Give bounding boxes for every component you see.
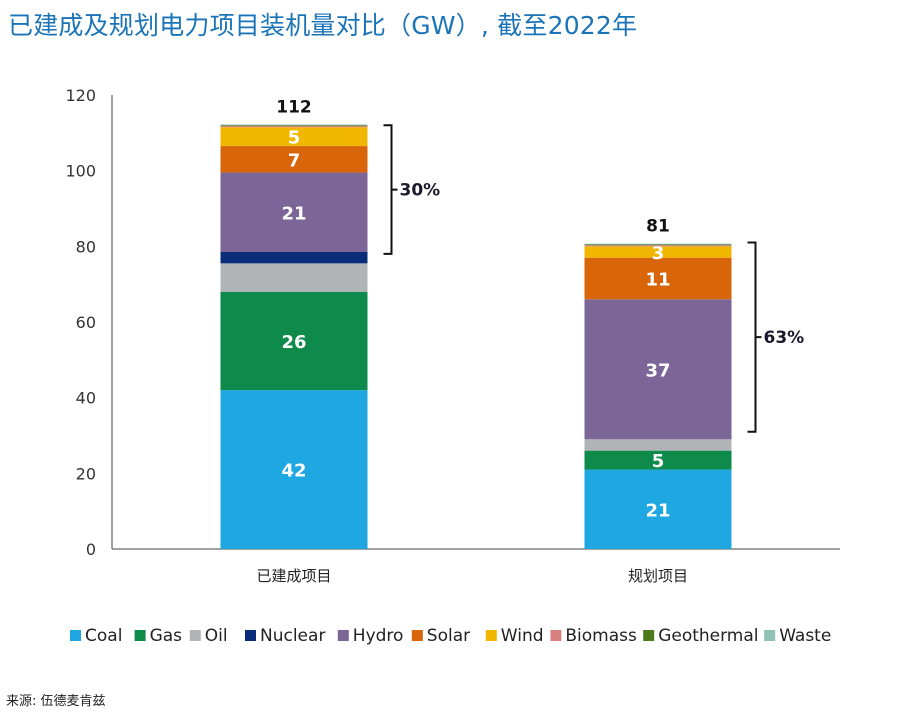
x-category-label: 已建成项目 [256,567,331,585]
legend-swatch-gas [134,630,146,641]
total-label: 81 [646,217,670,237]
bar-segment-coal [220,390,368,549]
legend-label-wind: Wind [501,626,544,646]
bar-segment-geothermal [584,244,732,246]
bar-segment-biomass [220,126,368,128]
y-tick-label: 60 [76,313,96,332]
data-label-solar: 7 [288,150,301,171]
bar-segment-waste [584,243,732,245]
legend-label-gas: Gas [150,626,183,646]
bar-segment-oil [584,439,732,451]
share-label: 30% [400,181,441,201]
bar-segment-waste [220,124,368,126]
bar-segment-solar [584,257,732,300]
bar-segment-wind [584,246,732,258]
legend-swatch-waste [764,630,776,641]
y-tick-label: 100 [65,162,96,181]
legend-label-geothermal: Geothermal [658,626,758,646]
y-tick-label: 80 [76,237,96,256]
y-tick-label: 120 [65,86,96,105]
bar-segment-oil [220,263,368,292]
chart-title: 已建成及规划电力项目装机量对比（GW）, 截至2022年 [8,11,638,40]
bar-segment-gas [220,291,368,391]
y-tick-label: 0 [86,540,96,559]
legend-swatch-biomass [550,630,562,641]
bar-segment-biomass [584,245,732,247]
bar-segment-coal [584,469,732,549]
bar-segment-gas [584,450,732,470]
data-label-gas: 5 [652,451,665,472]
bar-segment-solar [220,146,368,173]
bar-segment-nuclear [220,252,368,264]
source-note: 来源: 伍德麦肯兹 [6,694,106,709]
legend-swatch-geothermal [643,630,655,641]
legend-label-biomass: Biomass [565,626,637,646]
bar-segment-wind [220,127,368,147]
legend-label-oil: Oil [205,626,228,646]
y-tick-label: 20 [76,464,96,483]
legend-swatch-solar [411,630,423,641]
total-label: 112 [276,98,312,118]
legend-label-waste: Waste [779,626,831,646]
legend-swatch-oil [189,630,201,641]
legend-label-nuclear: Nuclear [260,626,325,646]
bar-segment-hydro [220,172,368,253]
legend-label-coal: Coal [85,626,122,646]
data-label-wind: 5 [288,128,301,149]
data-label-solar: 11 [645,269,670,290]
legend-swatch-nuclear [245,630,256,641]
data-label-hydro: 21 [281,203,306,224]
data-label-gas: 26 [281,332,306,353]
share-label: 63% [764,328,805,348]
legend-label-solar: Solar [427,626,470,646]
legend-swatch-wind [485,630,497,641]
data-label-coal: 21 [645,500,670,521]
data-label-hydro: 37 [645,360,670,381]
share-bracket [747,241,762,433]
data-label-wind: 3 [652,243,665,264]
legend-swatch-coal [70,630,81,641]
legend-label-hydro: Hydro [353,626,404,646]
y-tick-label: 40 [76,389,96,408]
legend-swatch-hydro [337,630,349,641]
bar-segment-hydro [584,299,732,440]
share-bracket [383,124,398,255]
bar-segment-geothermal [220,125,368,127]
x-category-label: 规划项目 [628,567,688,585]
data-label-coal: 42 [281,461,306,482]
